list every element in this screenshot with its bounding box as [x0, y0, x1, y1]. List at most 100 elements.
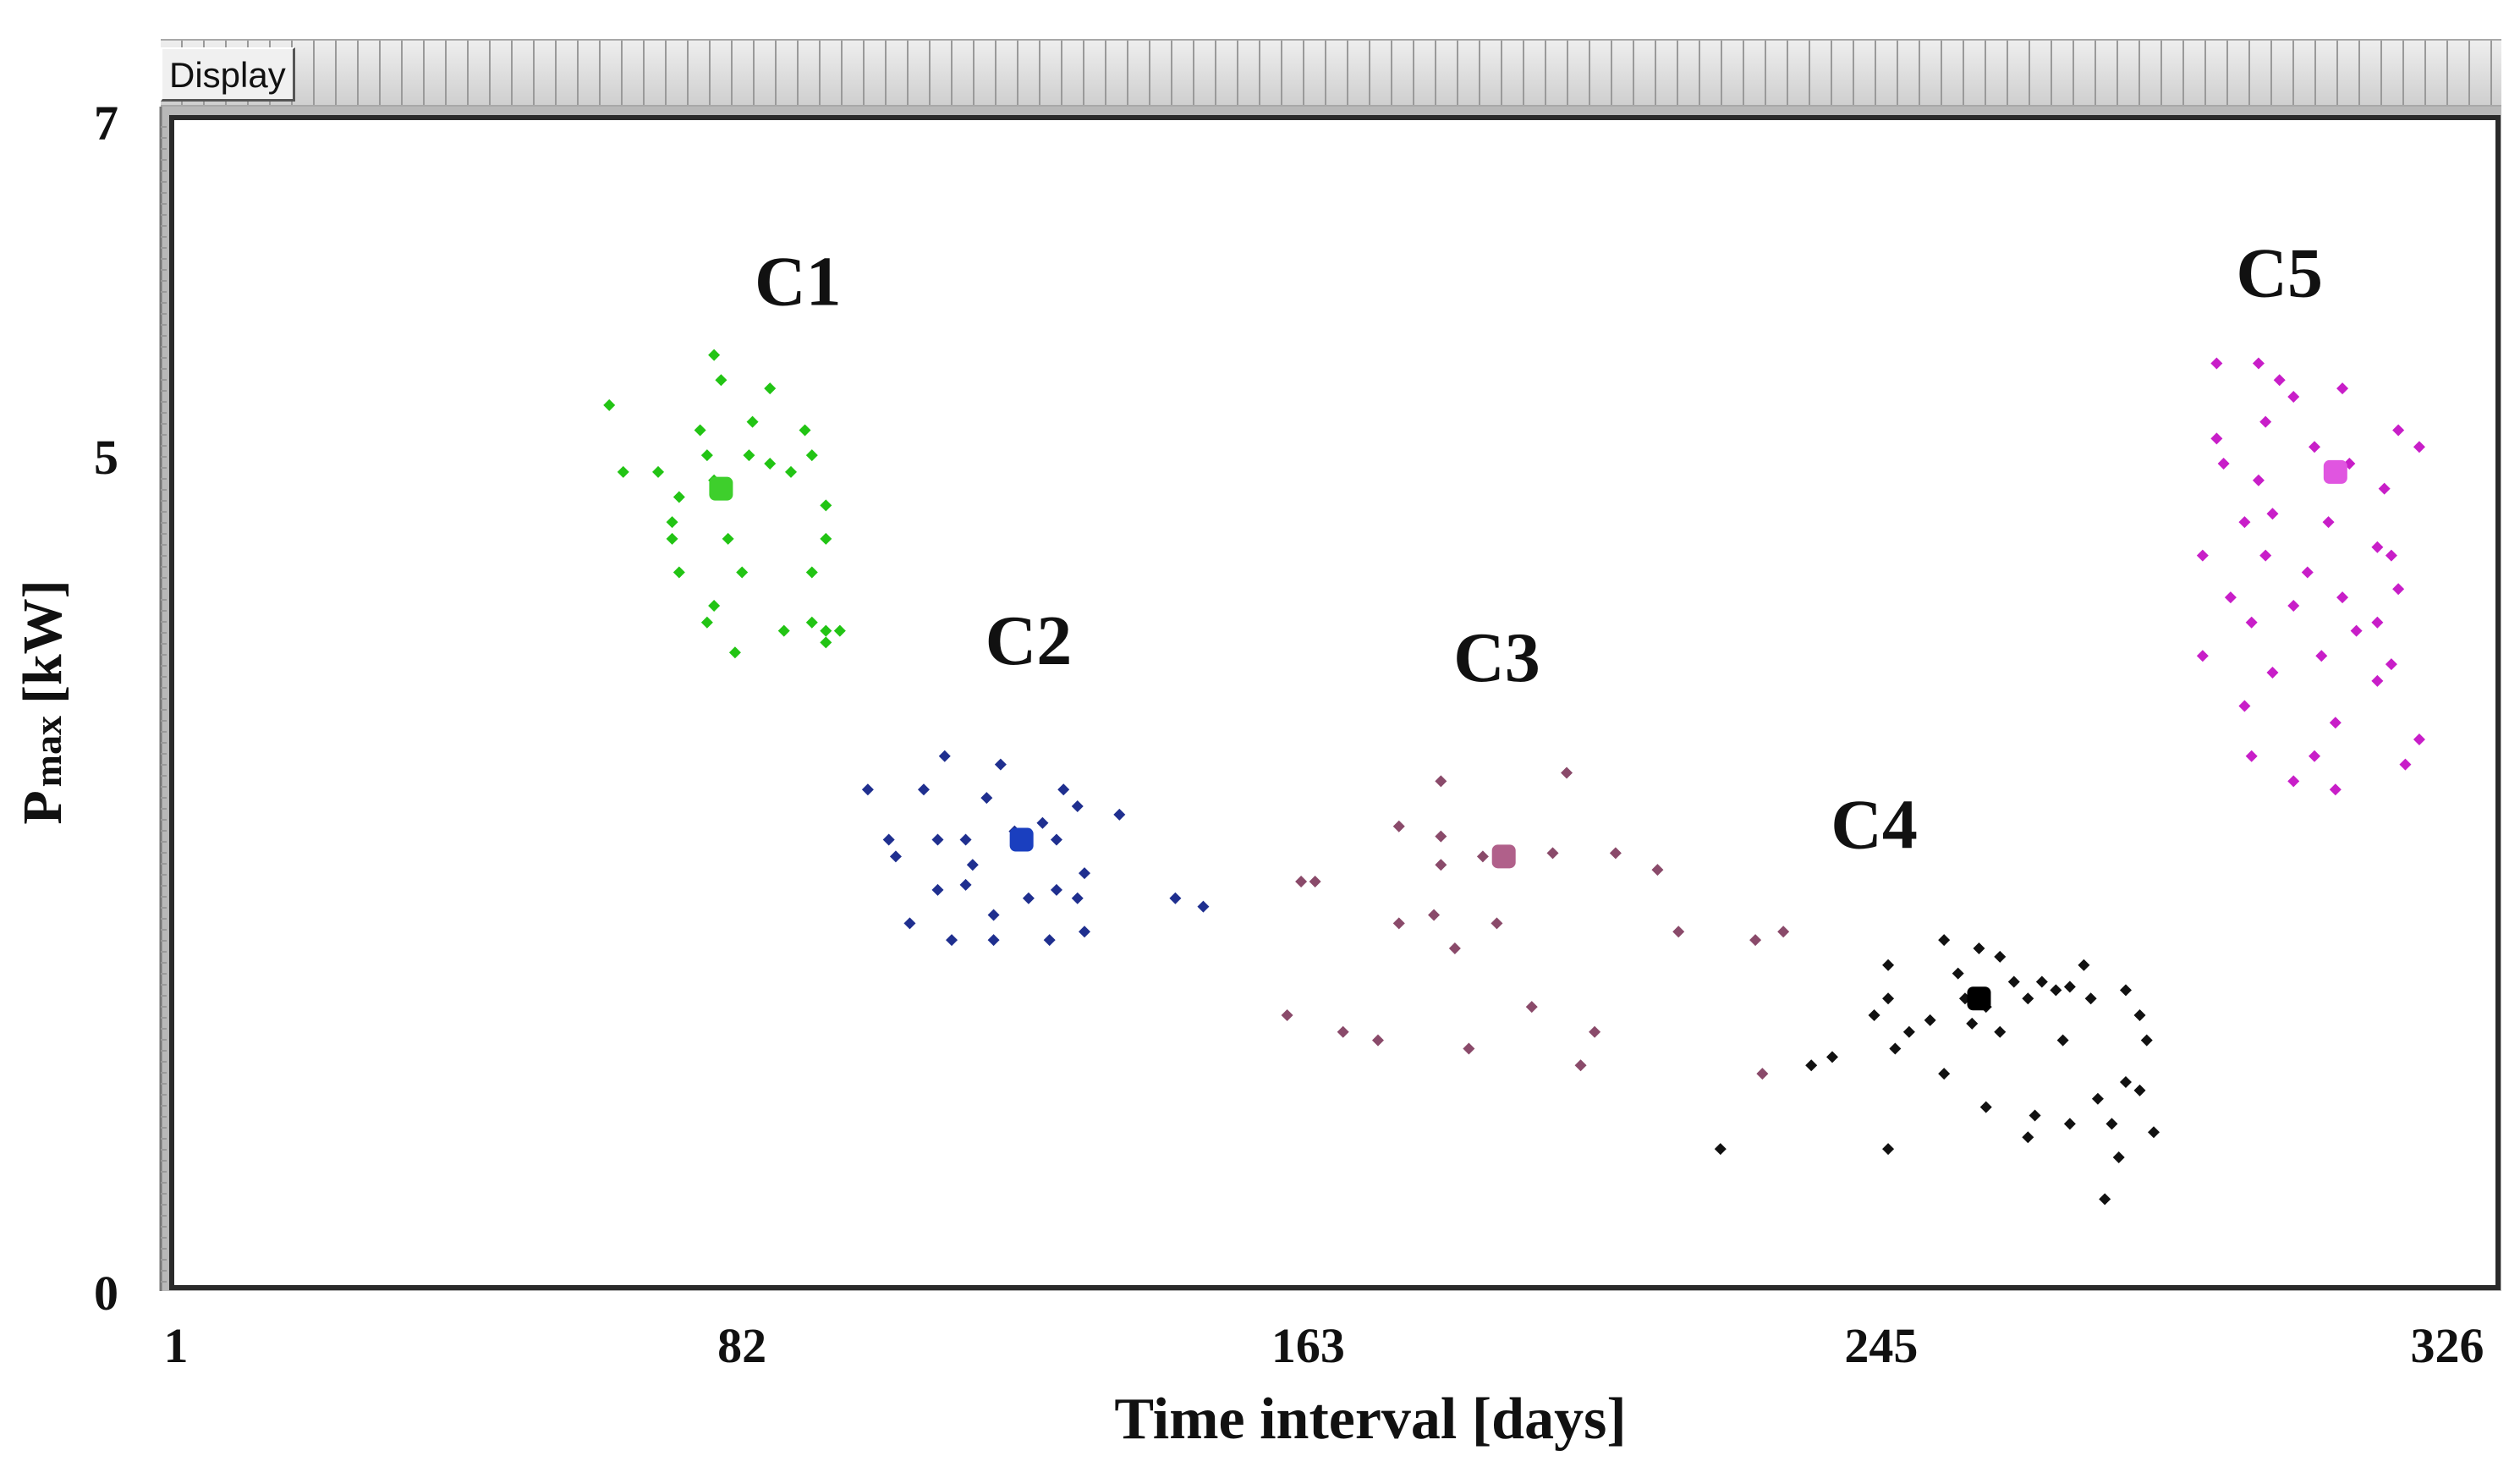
data-point [617, 465, 629, 478]
data-point [1079, 926, 1090, 938]
data-point [700, 616, 713, 629]
x-tick-label: 245 [1844, 1318, 1918, 1373]
data-point [2029, 1109, 2041, 1122]
data-point [715, 374, 727, 387]
data-point [2413, 734, 2425, 746]
data-point [764, 382, 777, 395]
cluster-c1 [603, 349, 846, 659]
display-toolbar: Display [161, 39, 2501, 107]
data-point [1525, 1001, 1538, 1014]
data-point [1071, 800, 1084, 813]
data-point [1050, 883, 1062, 896]
data-point [2238, 700, 2251, 712]
data-point [820, 636, 832, 649]
data-clusters [603, 349, 2425, 1206]
data-point [1966, 1017, 1979, 1030]
data-point [966, 859, 979, 871]
data-point [2050, 984, 2062, 997]
data-point [2022, 1131, 2034, 1144]
x-tick-label: 82 [717, 1318, 766, 1373]
data-point [2287, 599, 2300, 612]
data-point [987, 909, 1000, 921]
data-point [746, 415, 759, 428]
x-tick-label: 1 [164, 1318, 189, 1373]
data-point [1169, 892, 1182, 904]
data-point [2063, 1118, 2076, 1130]
cluster-label: C5 [2236, 234, 2323, 312]
data-point [2371, 674, 2384, 687]
cluster-centroid [1491, 844, 1516, 869]
data-point [2371, 616, 2384, 629]
data-point [1281, 1009, 1293, 1022]
data-point [1079, 867, 1090, 880]
data-point [2385, 549, 2397, 562]
data-point [2266, 666, 2279, 679]
data-point [666, 532, 678, 545]
data-point [2035, 975, 2048, 988]
data-point [2133, 1084, 2146, 1096]
data-point [2084, 992, 2097, 1005]
data-point [2329, 717, 2342, 729]
data-point [1050, 833, 1062, 846]
cluster-c2 [861, 750, 1210, 947]
cluster-labels: C1 C2 C3 C4 C5 [755, 234, 2323, 864]
data-point [1994, 1025, 2007, 1038]
data-point [764, 458, 777, 470]
data-point [1561, 766, 1573, 779]
data-point [694, 424, 706, 437]
data-point [2315, 650, 2328, 662]
data-point [2301, 566, 2314, 579]
data-point [1337, 1025, 1349, 1038]
svg-text:Pmax[kW]: Pmax [kW] [12, 580, 74, 824]
data-point [2217, 458, 2230, 470]
y-tick-label: 0 [94, 1266, 118, 1321]
cluster-label: C3 [1453, 618, 1540, 697]
cluster-label: C4 [1831, 785, 1918, 864]
data-point [2099, 1193, 2111, 1206]
data-point [1714, 1143, 1727, 1156]
data-point [1672, 926, 1685, 938]
data-point [2063, 981, 2076, 993]
data-point [2322, 516, 2335, 529]
data-point [728, 646, 741, 659]
data-point [2148, 1126, 2160, 1139]
cluster-centroid [709, 476, 733, 501]
data-point [2385, 658, 2397, 671]
data-point [1924, 1014, 1936, 1026]
data-point [861, 783, 874, 796]
data-point [1036, 816, 1049, 829]
data-point [959, 833, 972, 846]
data-point [1197, 900, 1210, 913]
data-point [1589, 1025, 1601, 1038]
data-point [2287, 390, 2300, 403]
cluster-centroid [2323, 459, 2347, 484]
data-point [1938, 1068, 1951, 1080]
cluster-c5 [2196, 357, 2425, 796]
data-point [2119, 1076, 2132, 1089]
data-point [2078, 959, 2090, 971]
data-point [2266, 508, 2279, 520]
data-point [805, 566, 818, 579]
data-point [2245, 750, 2258, 762]
data-point [1973, 942, 1985, 954]
y-tick-labels: 0 5 7 [94, 96, 118, 1321]
data-point [2252, 357, 2265, 370]
data-point [938, 750, 951, 762]
data-point [2309, 441, 2321, 453]
data-point [1435, 830, 1447, 843]
display-tab[interactable]: Display [161, 47, 295, 102]
plot-area [169, 115, 2501, 1290]
data-point [994, 758, 1007, 771]
data-point [2140, 1034, 2153, 1047]
cluster-c4 [1714, 934, 2160, 1206]
data-point [889, 850, 902, 863]
data-point [2336, 382, 2349, 395]
data-point [959, 878, 972, 891]
data-point [1392, 820, 1405, 832]
data-point [833, 624, 846, 637]
data-point [2287, 775, 2300, 788]
data-point [2210, 357, 2223, 370]
data-point [1609, 847, 1622, 860]
data-point [980, 792, 993, 805]
